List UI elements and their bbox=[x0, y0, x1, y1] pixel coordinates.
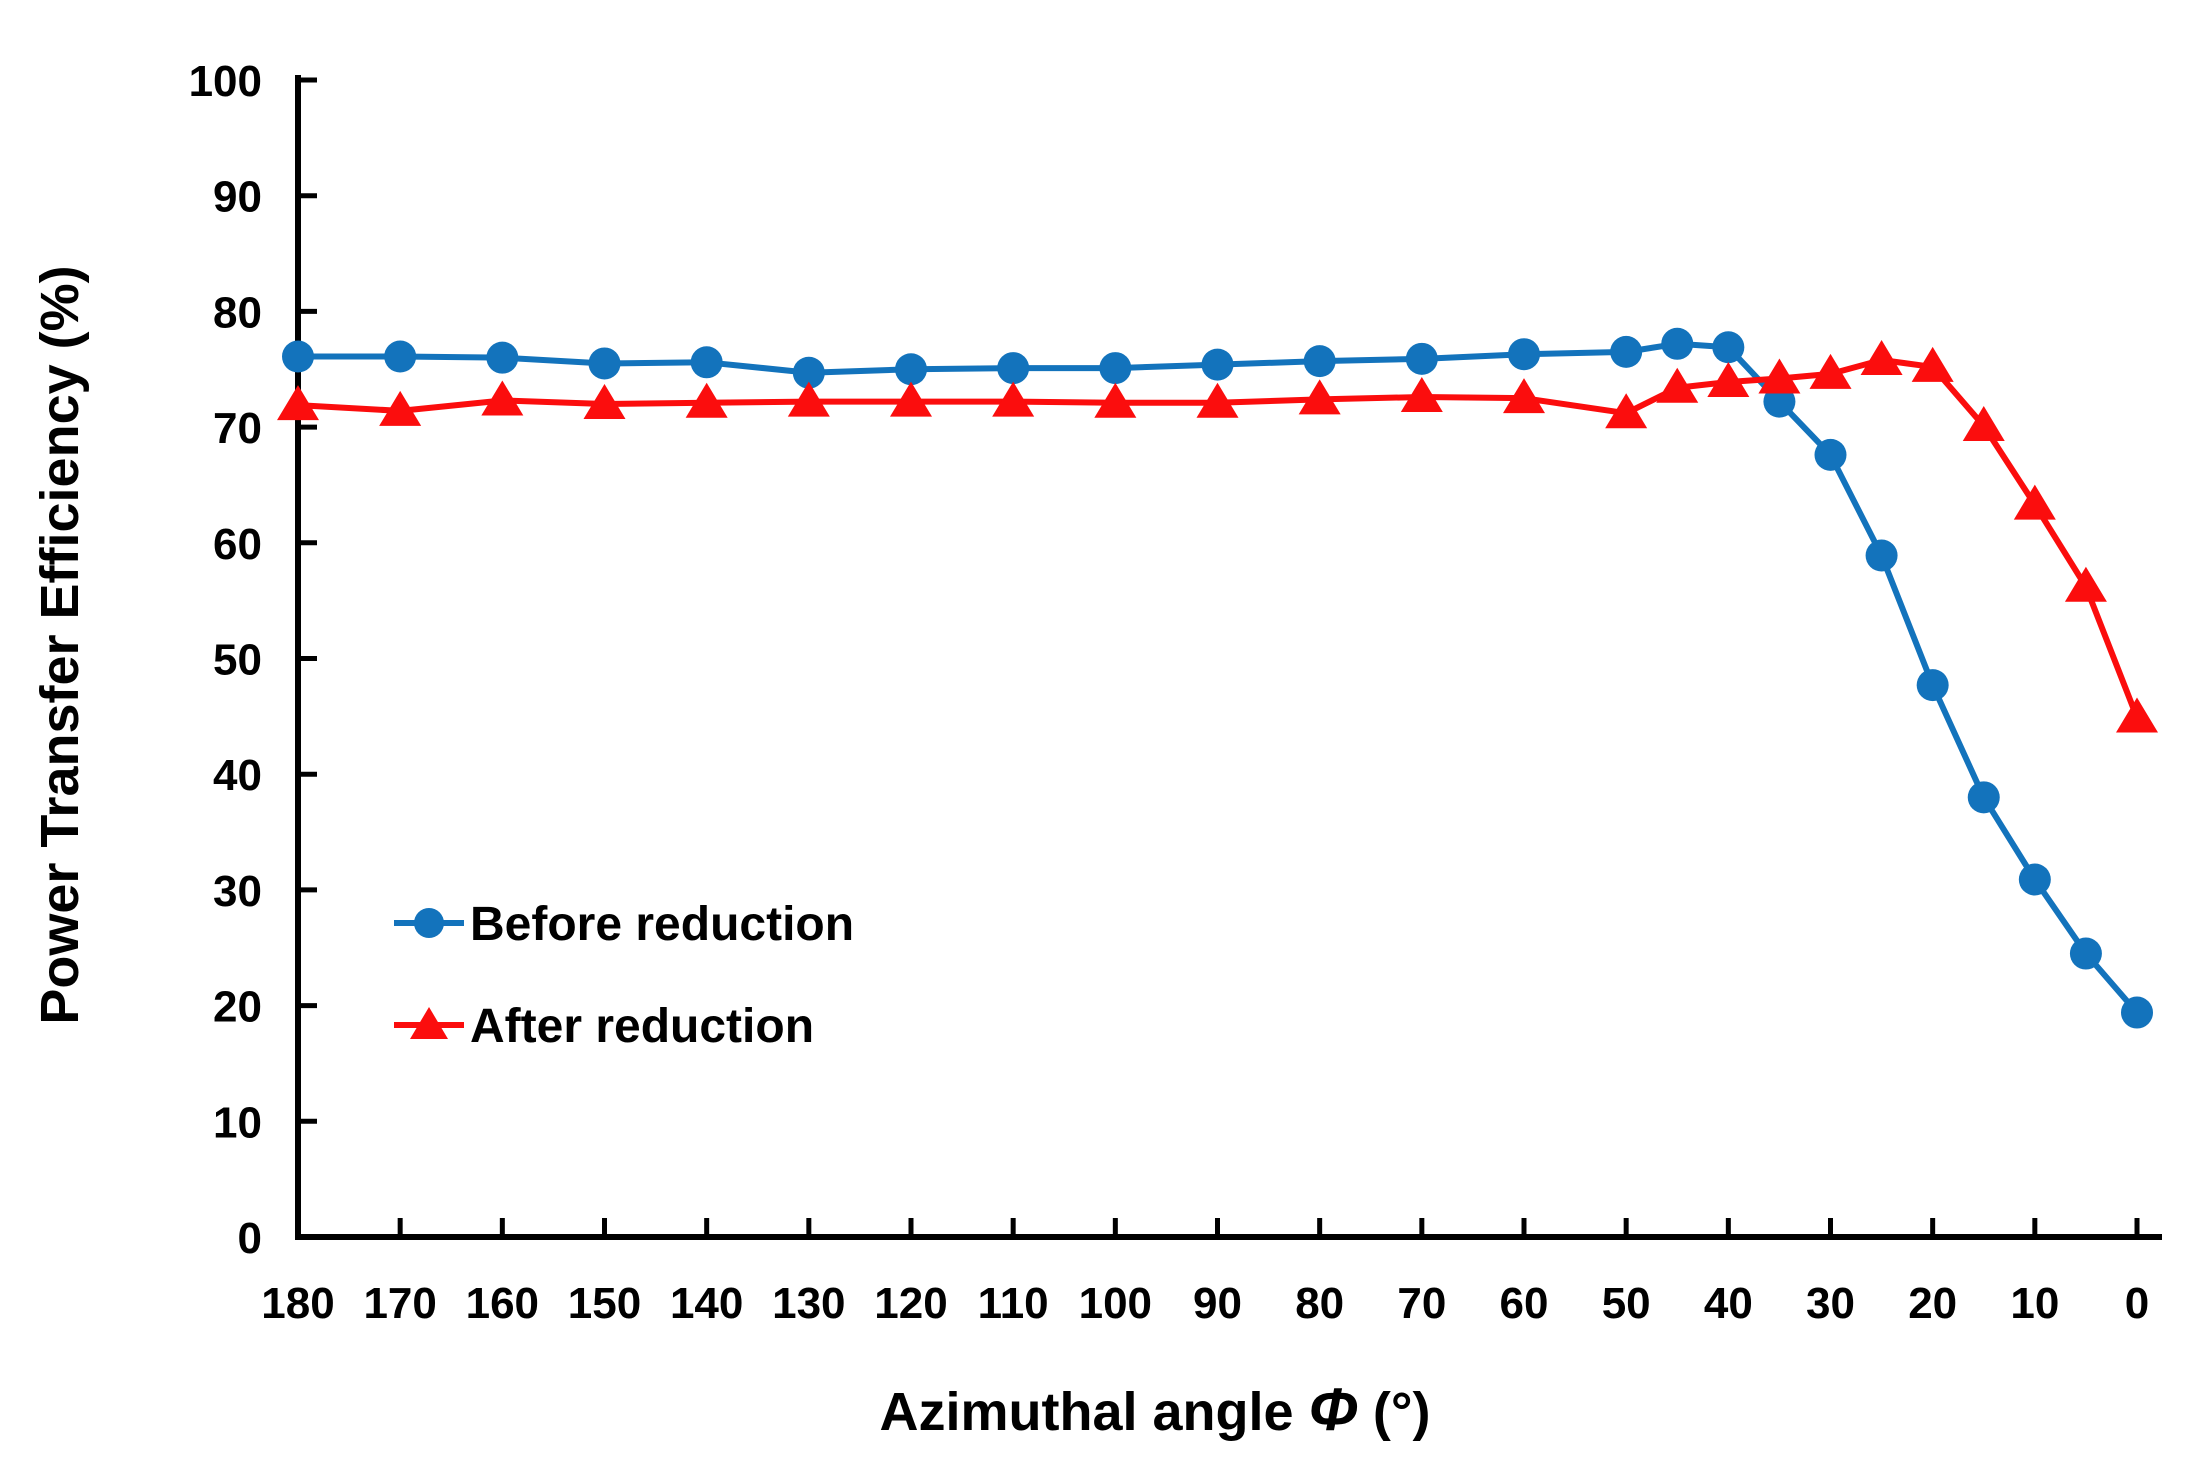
x-axis-title-suffix: (°) bbox=[1358, 1382, 1431, 1442]
marker-after-reduction bbox=[1094, 382, 1137, 418]
x-tick-label: 70 bbox=[1397, 1279, 1446, 1328]
marker-before-reduction bbox=[895, 353, 927, 386]
marker-after-reduction bbox=[1911, 346, 1954, 382]
x-tick-label: 150 bbox=[568, 1279, 641, 1328]
x-tick-label: 40 bbox=[1704, 1279, 1753, 1328]
marker-before-reduction bbox=[1763, 385, 1796, 418]
marker-before-reduction bbox=[1201, 348, 1234, 381]
x-axis: 180 170 160 150 140 130 120 110 100 90 80 70 60 50 40 3… bbox=[261, 1218, 2149, 1328]
x-axis-title-prefix: Azimuthal angle bbox=[880, 1382, 1309, 1442]
x-tick-label: 160 bbox=[466, 1279, 539, 1328]
x-tick-label: 120 bbox=[874, 1279, 947, 1328]
marker-before-reduction bbox=[2069, 937, 2102, 970]
marker-before-reduction bbox=[1967, 781, 2000, 814]
legend-label: Before reduction bbox=[470, 898, 854, 951]
marker-after-reduction bbox=[1860, 339, 1903, 375]
y-tick-label: 40 bbox=[213, 751, 262, 800]
marker-after-reduction bbox=[277, 385, 319, 421]
series-before-reduction bbox=[282, 327, 2153, 1029]
marker-before-reduction bbox=[1405, 342, 1438, 375]
marker-before-reduction bbox=[2018, 863, 2051, 896]
marker-after-reduction bbox=[481, 380, 524, 416]
y-tick-label: 50 bbox=[213, 636, 262, 685]
marker-after-reduction bbox=[2013, 484, 2056, 520]
marker-after-reduction bbox=[890, 381, 932, 417]
marker-after-reduction bbox=[1758, 358, 1801, 394]
x-tick-label: 0 bbox=[2125, 1279, 2149, 1328]
marker-after-reduction bbox=[1400, 377, 1443, 413]
marker-before-reduction bbox=[1610, 335, 1643, 368]
marker-after-reduction bbox=[1707, 361, 1750, 397]
marker-after-reduction bbox=[1298, 379, 1341, 415]
x-axis-title-symbol: Φ bbox=[1309, 1376, 1358, 1443]
marker-after-reduction bbox=[1196, 382, 1239, 418]
marker-before-reduction bbox=[384, 340, 417, 373]
x-tick-label: 110 bbox=[978, 1279, 1049, 1328]
marker-before-reduction bbox=[2121, 996, 2153, 1029]
x-tick-label: 90 bbox=[1193, 1279, 1242, 1328]
x-tick-label: 30 bbox=[1806, 1279, 1855, 1328]
x-tick-label: 130 bbox=[772, 1279, 845, 1328]
y-tick-label: 20 bbox=[213, 983, 262, 1032]
x-tick-label: 170 bbox=[363, 1279, 436, 1328]
marker-after-reduction bbox=[1605, 393, 1648, 429]
y-tick-label: 60 bbox=[213, 520, 262, 569]
marker-before-reduction bbox=[1508, 338, 1540, 371]
legend-entry-before-reduction: Before reduction bbox=[394, 898, 854, 951]
x-tick-label: 180 bbox=[261, 1279, 334, 1328]
marker-before-reduction bbox=[690, 346, 723, 379]
marker-before-reduction bbox=[486, 341, 519, 374]
marker-before-reduction bbox=[1865, 539, 1898, 572]
marker-after-reduction bbox=[1809, 353, 1852, 389]
marker-before-reduction bbox=[997, 352, 1030, 385]
legend-entry-after-reduction: After reduction bbox=[394, 1000, 814, 1053]
y-axis: 0 10 20 30 40 50 60 70 80 90 100 bbox=[189, 57, 317, 1263]
legend-label: After reduction bbox=[470, 1000, 814, 1053]
x-axis-title: Azimuthal angle Φ (°) bbox=[880, 1376, 1431, 1443]
x-tick-label: 10 bbox=[2010, 1279, 2059, 1328]
x-tick-label: 140 bbox=[670, 1279, 743, 1328]
y-tick-label: 90 bbox=[213, 173, 262, 222]
legend-marker-triangle bbox=[410, 1007, 448, 1039]
y-tick-label: 10 bbox=[213, 1098, 262, 1147]
marker-after-reduction bbox=[1656, 367, 1699, 403]
marker-before-reduction bbox=[1099, 352, 1132, 385]
marker-after-reduction bbox=[1962, 405, 2005, 441]
x-tick-label: 50 bbox=[1602, 1279, 1651, 1328]
y-tick-label: 30 bbox=[213, 867, 262, 916]
marker-after-reduction bbox=[2116, 697, 2158, 733]
y-tick-label: 80 bbox=[213, 288, 262, 337]
y-axis-title: Power Transfer Efficiency (%) bbox=[30, 265, 90, 1024]
marker-before-reduction bbox=[282, 340, 314, 373]
marker-after-reduction bbox=[2064, 566, 2107, 602]
marker-after-reduction bbox=[583, 383, 626, 419]
x-tick-label: 60 bbox=[1500, 1279, 1549, 1328]
marker-after-reduction bbox=[787, 381, 830, 417]
marker-after-reduction bbox=[685, 382, 728, 418]
marker-before-reduction bbox=[1712, 331, 1745, 364]
marker-after-reduction bbox=[992, 381, 1035, 417]
y-tick-label: 0 bbox=[238, 1214, 262, 1263]
plot-axes bbox=[295, 75, 2162, 1240]
legend-marker-circle bbox=[414, 908, 444, 938]
marker-after-reduction bbox=[379, 390, 422, 426]
marker-before-reduction bbox=[1916, 669, 1949, 702]
series-after-reduction bbox=[277, 339, 2158, 733]
marker-before-reduction bbox=[1303, 345, 1336, 378]
marker-before-reduction bbox=[588, 347, 621, 380]
series-line-before-reduction bbox=[295, 340, 2140, 1016]
y-tick-label: 100 bbox=[189, 57, 262, 106]
x-tick-label: 100 bbox=[1079, 1279, 1152, 1328]
x-tick-label: 80 bbox=[1295, 1279, 1344, 1328]
y-tick-label: 70 bbox=[213, 404, 262, 453]
x-tick-label: 20 bbox=[1908, 1279, 1957, 1328]
axis-lines bbox=[295, 75, 2162, 1240]
marker-before-reduction bbox=[1661, 327, 1694, 360]
marker-after-reduction bbox=[1503, 378, 1545, 414]
marker-before-reduction bbox=[1814, 438, 1847, 471]
legend: Before reduction After reduction bbox=[394, 898, 854, 1053]
marker-before-reduction bbox=[792, 356, 825, 389]
